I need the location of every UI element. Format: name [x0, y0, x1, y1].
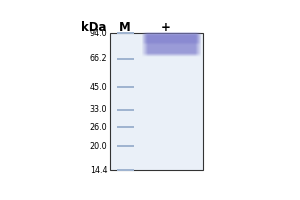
- Text: 14.4: 14.4: [90, 166, 107, 175]
- Bar: [116, 32, 134, 34]
- Bar: [110, 33, 202, 170]
- Text: 33.0: 33.0: [90, 105, 107, 114]
- Text: kDa: kDa: [81, 21, 106, 34]
- Text: 66.2: 66.2: [90, 54, 107, 63]
- Bar: [116, 126, 134, 128]
- Text: 45.0: 45.0: [90, 83, 107, 92]
- Bar: [116, 58, 134, 60]
- Text: 20.0: 20.0: [90, 142, 107, 151]
- Bar: [116, 86, 134, 88]
- Bar: [116, 109, 134, 111]
- Bar: [116, 145, 134, 147]
- Text: +: +: [160, 21, 170, 34]
- Text: 26.0: 26.0: [90, 123, 107, 132]
- Bar: [116, 169, 134, 171]
- Text: 94.0: 94.0: [90, 29, 107, 38]
- Text: M: M: [119, 21, 131, 34]
